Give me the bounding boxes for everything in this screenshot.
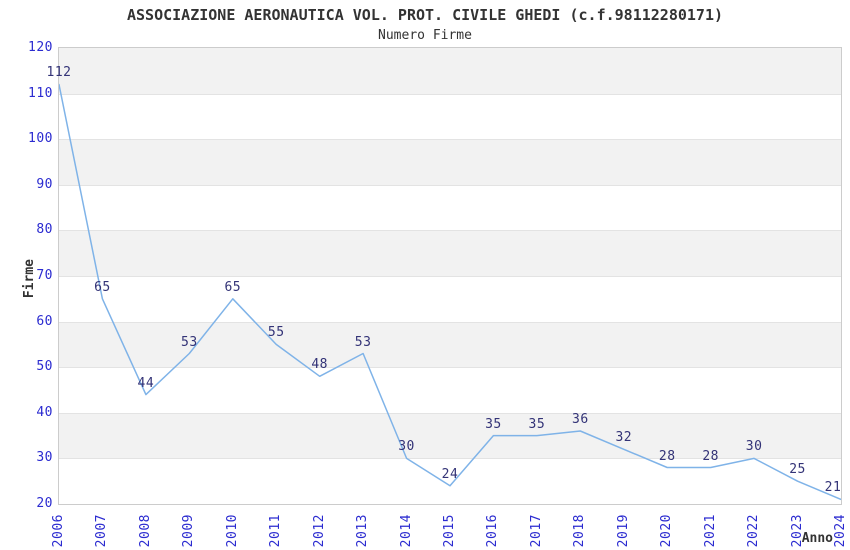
y-tick-label: 30 [36, 450, 53, 466]
y-tick-label: 60 [36, 313, 53, 329]
x-tick-label: 2024 [833, 514, 848, 548]
grid-band [59, 321, 841, 368]
value-label: 28 [702, 448, 719, 464]
y-tick-label: 50 [36, 359, 53, 375]
value-label: 65 [94, 279, 111, 295]
x-tick-label: 2021 [702, 514, 718, 548]
x-tick-label: 2006 [51, 514, 66, 548]
y-tick-label: 120 [28, 40, 53, 55]
grid-band [59, 48, 841, 94]
value-label: 24 [441, 466, 459, 482]
value-label: 65 [224, 279, 242, 295]
value-label: 53 [354, 334, 372, 350]
y-tick-label: 40 [36, 404, 53, 420]
gridline [59, 276, 841, 277]
chart-title: ASSOCIAZIONE AERONAUTICA VOL. PROT. CIVI… [126, 6, 724, 24]
y-tick-label: 100 [28, 131, 53, 147]
value-label: 35 [485, 416, 502, 432]
value-label: 55 [267, 325, 285, 341]
x-tick-label: 2022 [746, 514, 762, 548]
value-label: 32 [615, 430, 633, 446]
chart-subtitle: Numero Firme [378, 28, 472, 43]
plot-area: 112 65 44 53 65 55 48 53 30 24 35 35 36 32 28 28 30 25 21 [47, 47, 842, 505]
data-line [59, 83, 841, 501]
x-tick-label: 2014 [398, 514, 414, 548]
x-tick-label: 2018 [572, 514, 588, 548]
x-tick-label: 2007 [94, 514, 110, 548]
y-tick-label: 80 [36, 222, 53, 238]
value-label: 25 [789, 462, 806, 478]
x-tick-label: 2013 [355, 514, 371, 548]
grid-band [59, 139, 841, 185]
gridline [59, 93, 841, 95]
data-line-svg [59, 83, 841, 501]
value-label: 36 [572, 412, 589, 428]
value-label: 21 [824, 480, 842, 496]
value-label: 30 [398, 439, 415, 455]
y-tick-label: 90 [36, 176, 53, 192]
gridline [59, 184, 841, 186]
x-tick-label: 2010 [224, 514, 240, 548]
x-tick-label: 2012 [311, 514, 327, 548]
grid-band [59, 412, 841, 459]
gridline [59, 458, 841, 460]
gridline [59, 230, 841, 232]
x-tick-label: 2008 [137, 514, 153, 548]
x-tick-label: 2020 [659, 514, 675, 548]
value-label: 30 [745, 439, 763, 455]
value-label: 44 [137, 375, 155, 391]
value-label: 48 [311, 357, 328, 373]
x-tick-label: 2023 [789, 514, 805, 548]
value-label: 53 [181, 334, 198, 350]
gridline [59, 321, 841, 323]
value-label: 28 [658, 448, 676, 464]
y-tick-label: 70 [36, 268, 53, 283]
gridline [59, 367, 841, 369]
x-axis-title: Anno [801, 531, 833, 546]
value-label: 112 [46, 65, 72, 81]
y-tick-label: 110 [28, 85, 53, 101]
grid-band [59, 230, 841, 276]
x-tick-label: 2017 [528, 514, 544, 548]
value-label: 35 [528, 416, 546, 432]
gridline [59, 412, 841, 414]
x-tick-label: 2019 [615, 514, 631, 548]
x-tick-label: 2011 [268, 514, 284, 548]
x-tick-label: 2016 [485, 514, 501, 548]
x-tick-label: 2009 [181, 514, 197, 548]
x-tick-label: 2015 [442, 514, 457, 548]
y-tick-label: 20 [36, 496, 53, 511]
gridline [59, 139, 841, 141]
